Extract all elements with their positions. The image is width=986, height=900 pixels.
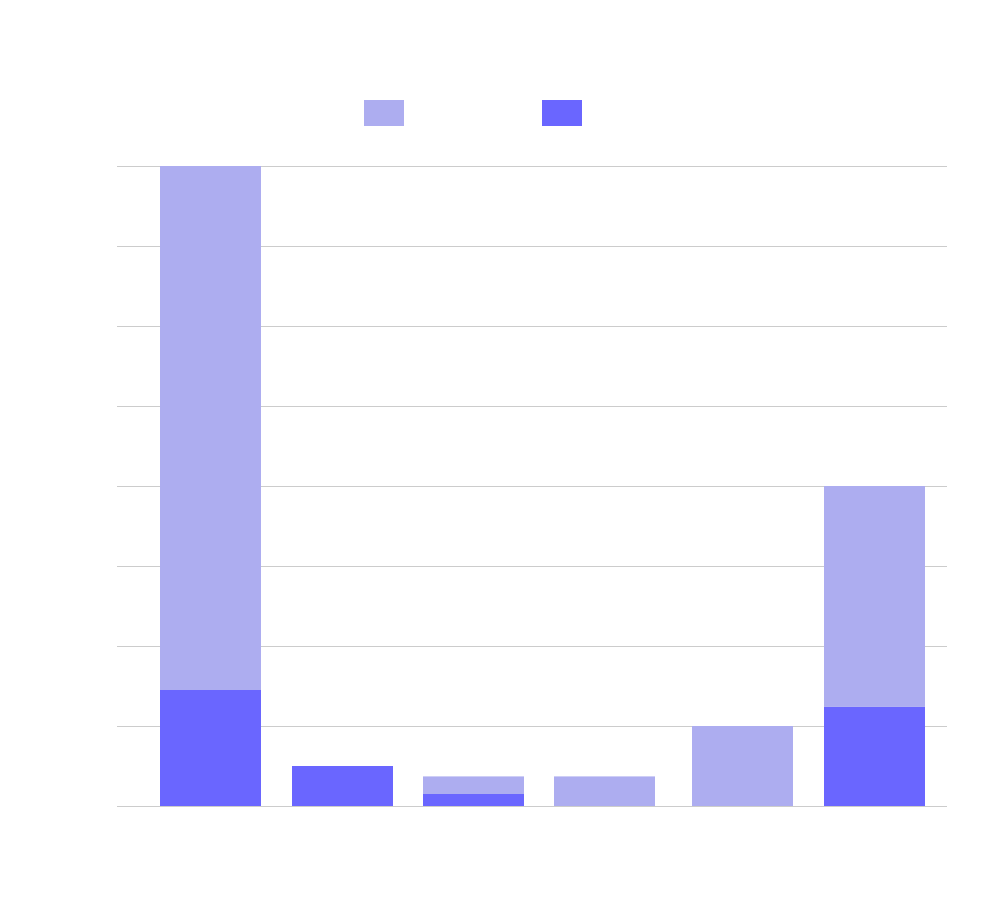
- bar-series-0-category-2: [423, 794, 524, 806]
- bar-series-1-category-5: [824, 486, 925, 707]
- legend: [364, 100, 582, 126]
- bar-series-1-category-2: [423, 776, 524, 794]
- bar-series-0-category-1: [292, 766, 393, 806]
- legend-swatch-series-1: [364, 100, 404, 126]
- bar-series-1-category-3: [554, 776, 655, 806]
- bar-series-1-category-4: [692, 726, 793, 806]
- bar-series-0-category-0: [160, 690, 261, 806]
- bar-series-1-category-0: [160, 166, 261, 690]
- bar-series-0-category-5: [824, 706, 925, 806]
- legend-swatch-series-0: [542, 100, 582, 126]
- bars: [160, 166, 925, 806]
